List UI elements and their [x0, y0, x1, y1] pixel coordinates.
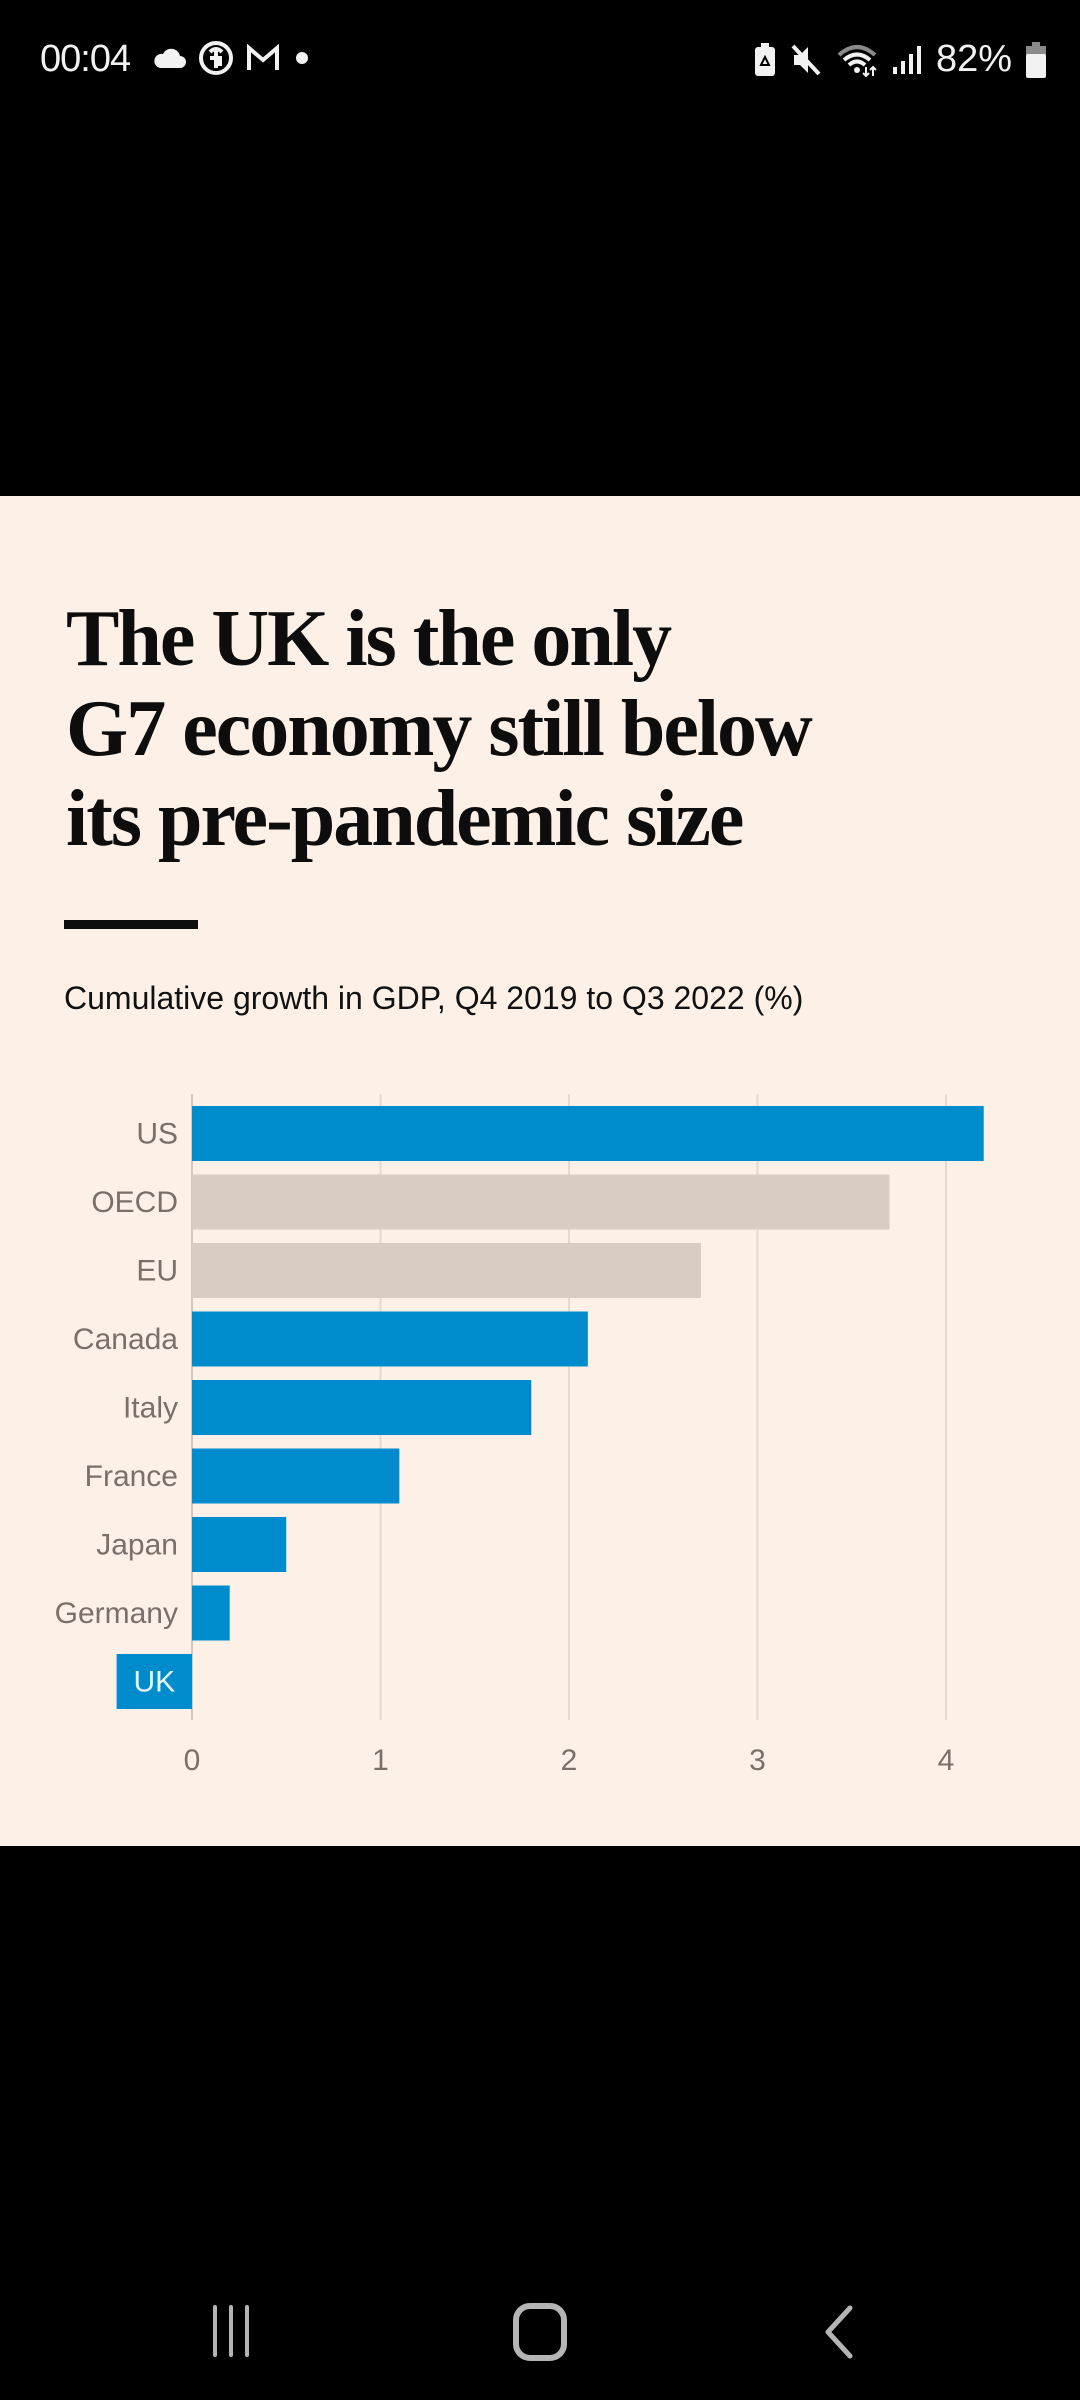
back-button[interactable]	[818, 2304, 858, 2360]
battery-saver-icon	[754, 42, 775, 76]
home-button[interactable]	[508, 2302, 572, 2362]
battery-percent: 82%	[935, 38, 1012, 80]
bar-italy	[192, 1380, 532, 1435]
headline-rule	[64, 920, 198, 929]
navigation-bar	[0, 2280, 1080, 2400]
bar-us	[192, 1106, 984, 1161]
status-bar: 00:04 82%	[0, 0, 1080, 130]
category-label: Canada	[73, 1323, 178, 1356]
category-label: EU	[136, 1255, 178, 1288]
category-label: France	[85, 1460, 178, 1493]
signal-icon	[892, 45, 921, 74]
category-label: Italy	[123, 1392, 178, 1425]
category-label: Germany	[55, 1597, 178, 1630]
bar-france	[192, 1448, 400, 1504]
gmail-icon	[247, 44, 279, 70]
headline: The UK is the only G7 economy still below…	[66, 595, 813, 863]
mute-icon	[791, 44, 821, 75]
bar-oecd	[192, 1174, 890, 1230]
x-tick-label: 1	[372, 1744, 389, 1777]
category-label: OECD	[91, 1186, 178, 1219]
cloud-icon	[154, 48, 186, 68]
chart-subtitle: Cumulative growth in GDP, Q4 2019 to Q3 …	[64, 980, 804, 1016]
category-label: UK	[133, 1666, 175, 1699]
x-tick-label: 2	[561, 1744, 578, 1777]
bar-germany	[192, 1585, 230, 1641]
category-label: Japan	[96, 1529, 178, 1562]
category-label: US	[136, 1118, 178, 1151]
recent-apps-button[interactable]	[206, 2304, 256, 2360]
browser-icon	[199, 41, 233, 75]
system-icons: 82%	[754, 38, 1046, 81]
clock: 00:04	[40, 38, 131, 80]
wifi-icon	[837, 44, 877, 77]
battery-icon	[1026, 41, 1046, 78]
x-tick-label: 0	[184, 1744, 201, 1777]
bar-eu	[192, 1243, 701, 1298]
notification-icons	[152, 40, 312, 76]
bar-uk	[116, 1654, 192, 1709]
chart-card: The UK is the only G7 economy still below…	[0, 496, 1080, 1846]
dot-icon	[296, 52, 308, 64]
x-tick-label: 4	[938, 1744, 955, 1777]
bar-japan	[192, 1517, 287, 1572]
x-tick-label: 3	[749, 1744, 766, 1777]
bar-chart: 0 1 2 3 4 US OECD EU Canada Italy France Japan Germa…	[55, 1094, 984, 1777]
bar-canada	[192, 1311, 588, 1367]
